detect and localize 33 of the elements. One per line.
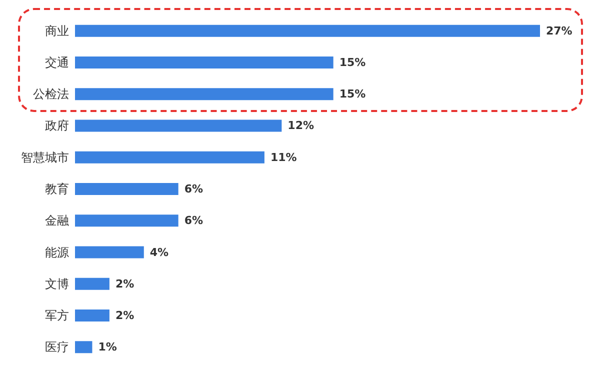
data-label: 15% [339,88,366,101]
bar [75,151,264,164]
data-label: 15% [339,56,366,69]
y-tick-label: 金融 [45,214,69,228]
y-tick-label: 智慧城市 [21,150,69,164]
y-tick-label: 军方 [45,308,69,323]
data-label: 27% [546,24,572,38]
bar [75,120,282,132]
data-label: 2% [115,277,134,290]
y-tick-label: 政府 [45,118,69,133]
data-label: 1% [98,340,117,354]
bar [75,56,334,68]
y-tick-label: 教育 [45,182,69,196]
bar [75,183,178,195]
data-label: 6% [184,182,204,196]
data-label: 6% [184,214,204,228]
bar [75,24,540,37]
bar [75,214,178,227]
data-label: 12% [288,119,314,132]
bar [75,341,92,354]
bar [75,278,110,290]
bar [75,88,334,100]
data-label: 4% [150,246,169,259]
y-tick-label: 文博 [45,276,69,291]
y-tick-label: 公检法 [33,87,69,102]
y-tick-label: 交通 [45,55,69,70]
y-tick-label: 医疗 [45,340,69,354]
bar [75,310,110,322]
data-label: 2% [115,309,134,322]
y-tick-label: 商业 [45,24,69,38]
bar [75,246,144,258]
data-label: 11% [270,150,297,164]
y-tick-label: 能源 [45,245,69,260]
